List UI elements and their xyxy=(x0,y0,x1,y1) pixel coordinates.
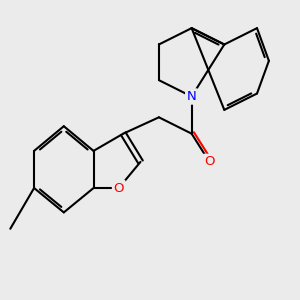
Text: N: N xyxy=(187,90,196,103)
Text: O: O xyxy=(113,182,124,194)
Text: O: O xyxy=(204,155,215,168)
